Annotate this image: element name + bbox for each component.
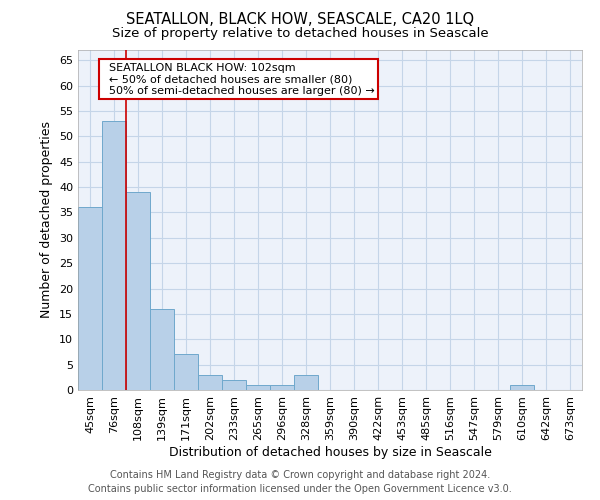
Bar	[102, 121, 126, 390]
Text: SEATALLON, BLACK HOW, SEASCALE, CA20 1LQ: SEATALLON, BLACK HOW, SEASCALE, CA20 1LQ	[126, 12, 474, 28]
Bar	[510, 385, 534, 390]
Bar	[270, 385, 294, 390]
Bar	[150, 309, 174, 390]
Y-axis label: Number of detached properties: Number of detached properties	[40, 122, 53, 318]
Bar	[294, 375, 318, 390]
Bar	[246, 385, 270, 390]
Bar	[126, 192, 150, 390]
Bar	[198, 375, 222, 390]
Text: SEATALLON BLACK HOW: 102sqm
  ← 50% of detached houses are smaller (80)
  50% of: SEATALLON BLACK HOW: 102sqm ← 50% of det…	[102, 62, 375, 96]
Bar	[174, 354, 198, 390]
Bar	[78, 208, 102, 390]
Bar	[222, 380, 246, 390]
Text: Contains HM Land Registry data © Crown copyright and database right 2024.
Contai: Contains HM Land Registry data © Crown c…	[88, 470, 512, 494]
X-axis label: Distribution of detached houses by size in Seascale: Distribution of detached houses by size …	[169, 446, 491, 458]
Text: Size of property relative to detached houses in Seascale: Size of property relative to detached ho…	[112, 28, 488, 40]
